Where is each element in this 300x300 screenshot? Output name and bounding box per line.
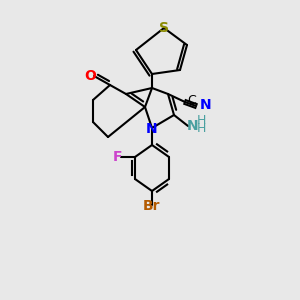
Text: H: H: [196, 115, 206, 128]
Text: C: C: [187, 94, 196, 107]
Text: O: O: [84, 69, 96, 83]
Text: Br: Br: [143, 199, 161, 213]
Text: H: H: [196, 122, 206, 136]
Text: S: S: [159, 21, 169, 35]
Text: N: N: [200, 98, 212, 112]
Text: F: F: [113, 150, 123, 164]
Text: N: N: [146, 122, 158, 136]
Text: N: N: [187, 119, 199, 133]
